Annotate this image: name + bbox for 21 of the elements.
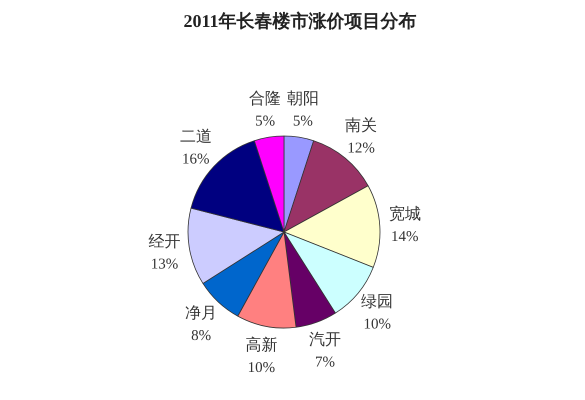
slice-label: 二道: [180, 128, 212, 146]
slice-label: 净月: [185, 305, 218, 322]
data-label: 16%: [182, 151, 210, 168]
data-label: 7%: [314, 354, 335, 371]
data-label: 8%: [191, 328, 212, 344]
data-label: 10%: [248, 360, 276, 376]
data-label: 14%: [391, 229, 419, 246]
slice-label: 汽开: [308, 332, 341, 349]
data-label: 10%: [363, 316, 391, 333]
slice-label: 合隆: [249, 90, 282, 108]
slice-label: 绿园: [361, 294, 394, 311]
data-label: 13%: [150, 256, 178, 273]
slice-label: 高新: [245, 336, 278, 354]
data-label: 12%: [347, 140, 375, 157]
data-label: 5%: [255, 114, 276, 130]
data-label: 5%: [292, 114, 313, 130]
slice-label: 朝阳: [286, 90, 319, 108]
slice-label: 南关: [345, 116, 378, 135]
slice-label: 宽城: [388, 205, 421, 224]
chart-title: 2011年长春楼市涨价项目分布: [183, 11, 417, 31]
slice-label: 经开: [148, 234, 180, 251]
